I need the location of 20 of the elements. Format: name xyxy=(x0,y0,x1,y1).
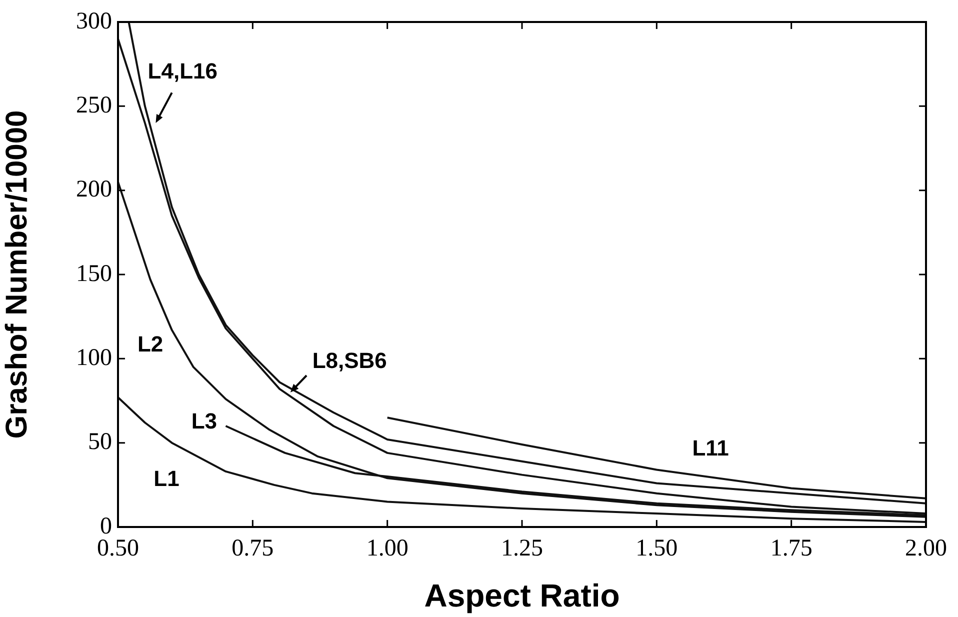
annotation: L2 xyxy=(137,331,164,356)
y-tick-label: 300 xyxy=(76,8,112,34)
x-tick-label: 1.00 xyxy=(366,536,408,562)
x-tick-label: 1.25 xyxy=(501,536,543,562)
x-tick-label: 1.75 xyxy=(770,536,812,562)
y-tick-label: 200 xyxy=(76,176,112,203)
y-tick-label: 150 xyxy=(76,260,112,287)
annotation: L3 xyxy=(191,408,218,434)
annotation: L4,L16 xyxy=(148,58,218,84)
y-tick-label: 50 xyxy=(88,429,112,456)
x-tick-label: 2.00 xyxy=(905,536,947,562)
annotation: L11 xyxy=(692,436,729,461)
x-tick-label: 1.50 xyxy=(636,536,678,562)
annotation: L1 xyxy=(154,466,180,491)
annotation: L8,SB6 xyxy=(312,348,387,374)
y-tick-label: 100 xyxy=(76,344,112,371)
x-tick-label: 0.75 xyxy=(232,536,274,562)
x-axis-title: Aspect Ratio xyxy=(424,578,620,614)
y-axis-title: Grashof Number/10000 xyxy=(0,110,34,439)
y-tick-label: 250 xyxy=(76,92,112,118)
